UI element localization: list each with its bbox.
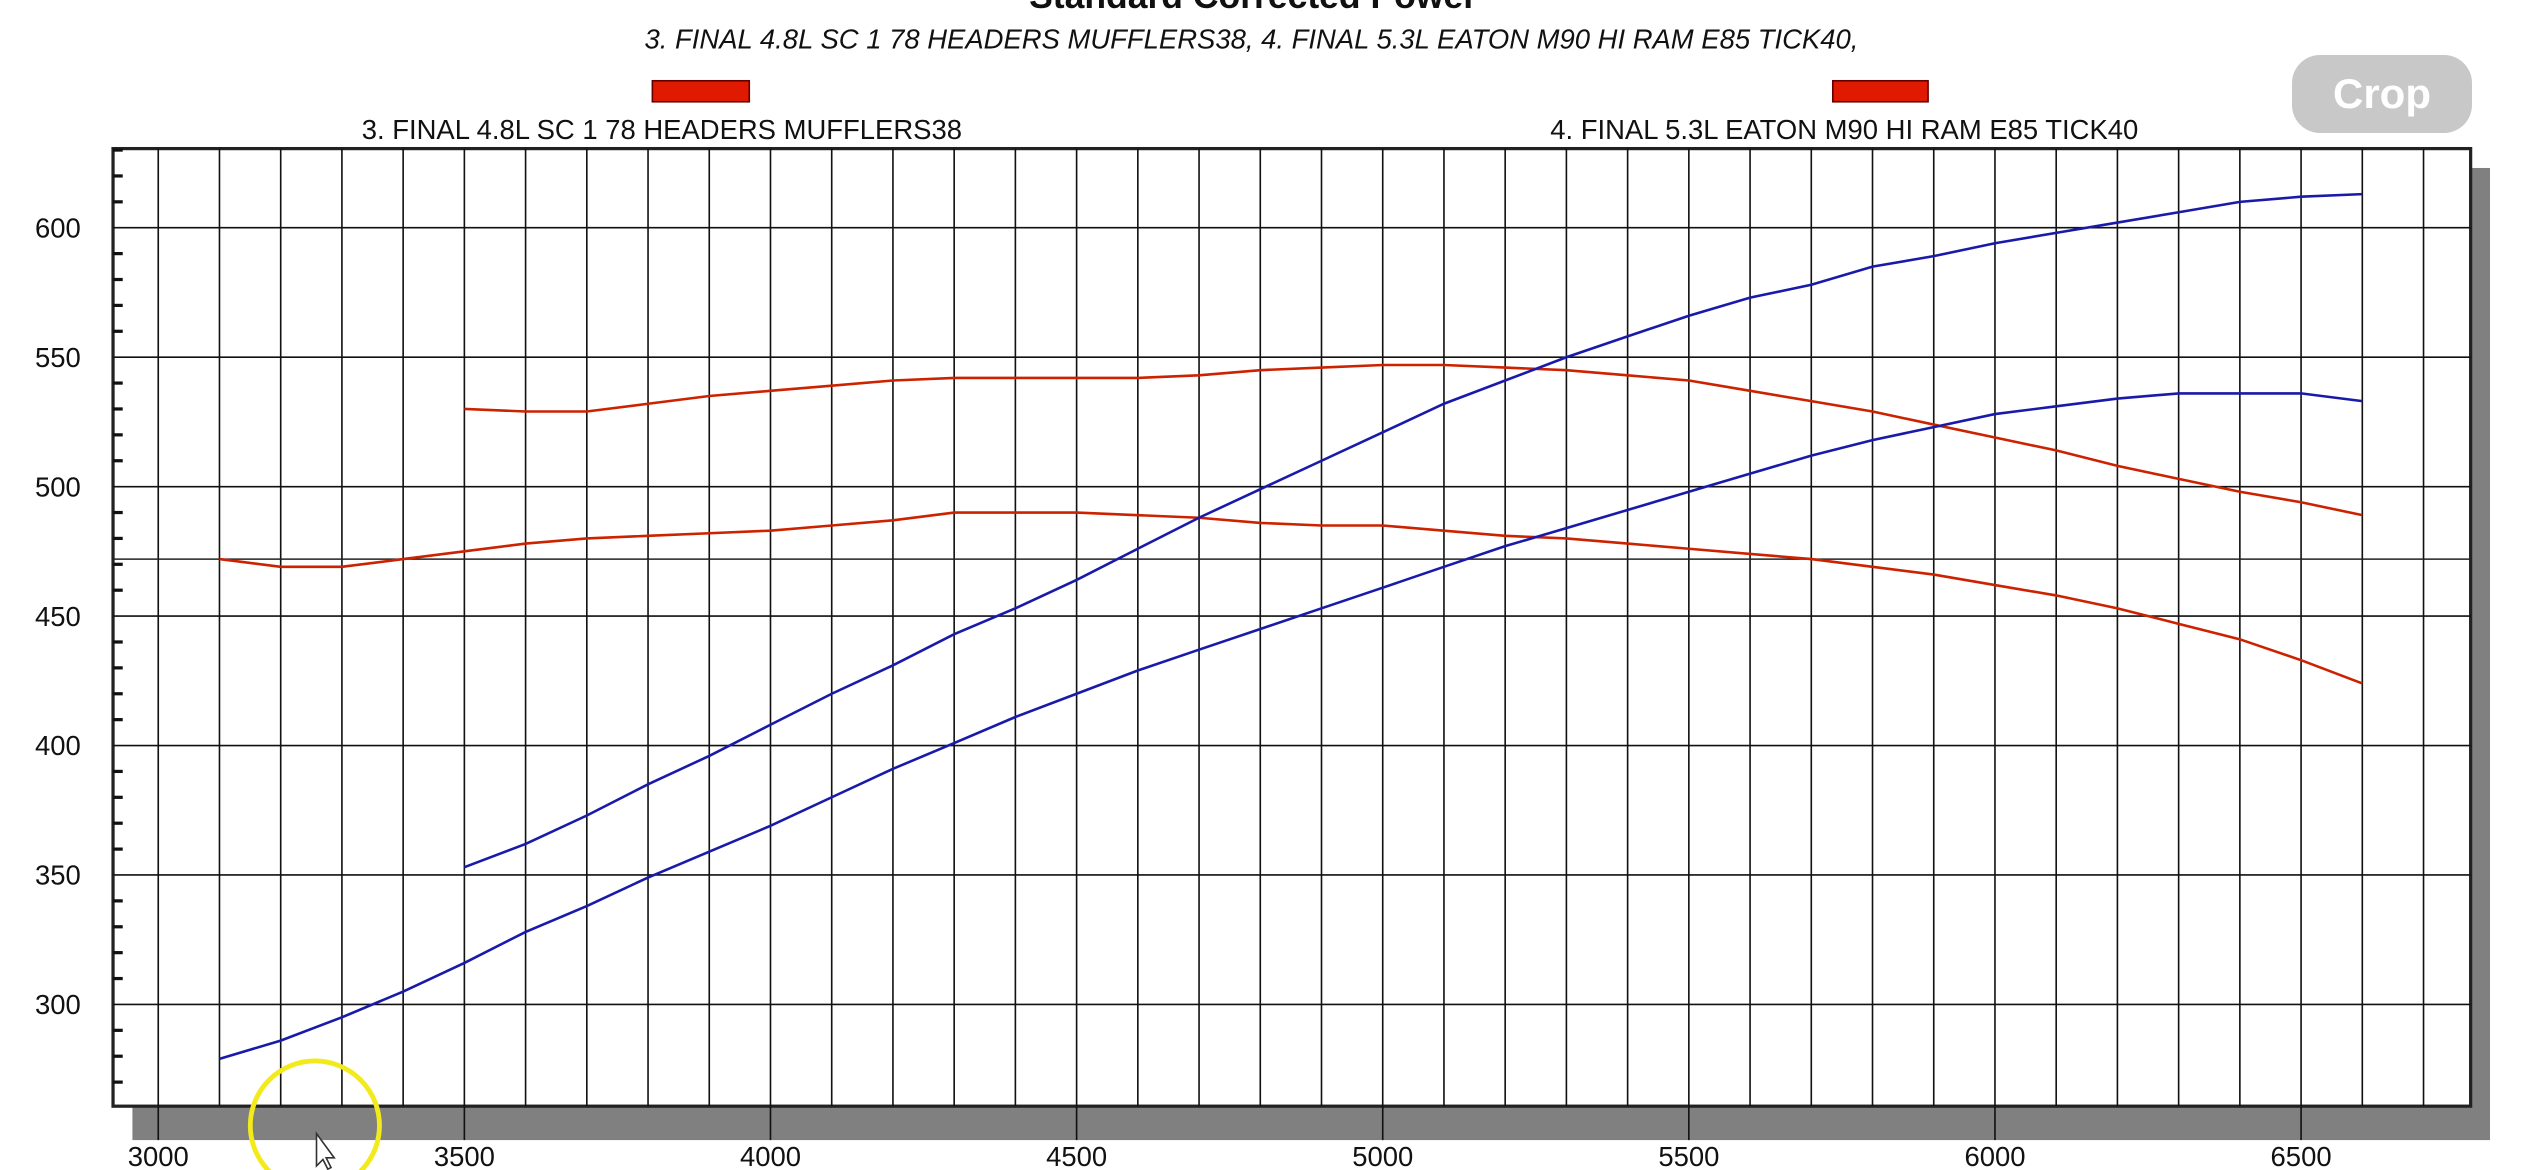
x-tick-label: 6500 [2271,1141,2332,1170]
y-tick-label: 550 [35,342,81,373]
y-tick-label: 300 [35,989,81,1020]
series-line-4 [219,392,2363,1061]
axes: 300 350 400 450 500 550 600 3000 3500 4000 4500 500… [35,148,2332,1170]
x-tick-label: 3500 [434,1141,495,1170]
y-tick-label: 600 [35,212,81,243]
legend-label-2: 4. FINAL 5.3L EATON M90 HI RAM E85 TICK4… [1550,114,2138,145]
legend-label-1: 3. FINAL 4.8L SC 1 78 HEADERS MUFFLERS38 [362,114,962,145]
series-line-1 [464,363,2363,517]
x-tick-label: 6000 [1964,1141,2025,1170]
legend-swatch-2 [1831,79,1929,103]
cursor-highlight-ring [247,1058,382,1170]
y-tick-label: 450 [35,601,81,632]
x-tick-label: 4000 [740,1141,801,1170]
crop-button[interactable]: Crop [2292,55,2472,133]
y-tick-label: 500 [35,471,81,502]
series-line-3 [463,192,2363,869]
legend-swatch-1 [651,79,751,103]
plot-area [111,146,2473,1108]
x-tick-label: 4500 [1046,1141,1107,1170]
mouse-pointer-icon [315,1131,336,1170]
y-tick-label: 400 [35,730,81,761]
y-tick-label: 350 [35,860,81,891]
x-tick-label: 5500 [1658,1141,1719,1170]
x-tick-label: 5000 [1352,1141,1413,1170]
series-group [219,192,2363,1061]
chart-title: Standard Corrected Power [1029,0,1477,16]
cursor-highlight [247,1058,382,1170]
x-tick-label: 3000 [128,1141,189,1170]
grid [113,148,2471,1107]
chart-subtitle: 3. FINAL 4.8L SC 1 78 HEADERS MUFFLERS38… [645,23,1859,54]
series-line-2 [219,511,2363,685]
